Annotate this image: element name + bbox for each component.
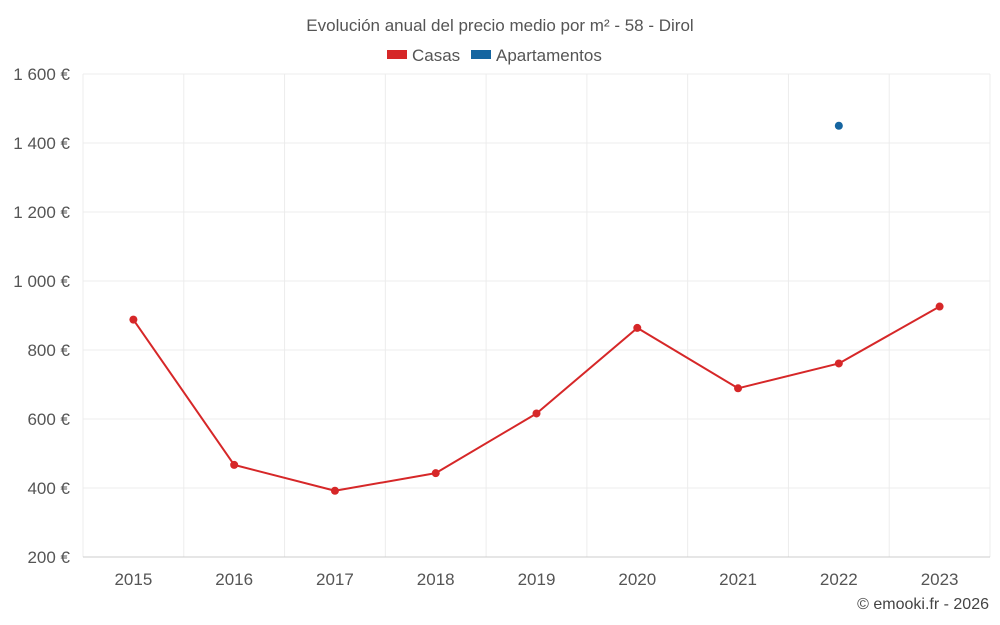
x-tick-label: 2017 (316, 570, 354, 589)
x-tick-label: 2015 (114, 570, 152, 589)
legend-label-casas: Casas (412, 46, 460, 65)
data-point-casas-2017[interactable] (330, 486, 339, 495)
series (129, 121, 944, 495)
grid (82, 73, 991, 557)
x-tick-label: 2018 (417, 570, 455, 589)
y-tick-label: 1 600 € (13, 65, 70, 84)
legend-swatch-apartamentos (471, 50, 491, 59)
x-axis-ticks: 2015 2016 2017 2018 2019 2020 2021 2022 2023 (114, 570, 958, 589)
data-point-casas-2023[interactable] (935, 302, 944, 311)
series-casas (129, 302, 944, 495)
x-tick-label: 2021 (719, 570, 757, 589)
data-point-apartamentos-2022[interactable] (834, 121, 843, 130)
credit-text: © emooki.fr - 2026 (857, 596, 989, 613)
legend-label-apartamentos: Apartamentos (496, 46, 602, 65)
series-line-casas (132, 305, 941, 492)
x-tick-label: 2020 (618, 570, 656, 589)
data-point-casas-2016[interactable] (230, 460, 239, 469)
legend: Casas Apartamentos (387, 46, 602, 65)
data-point-casas-2020[interactable] (633, 323, 642, 332)
data-point-casas-2018[interactable] (431, 469, 440, 478)
y-tick-label: 200 € (27, 548, 70, 567)
legend-item-casas[interactable]: Casas (387, 46, 460, 65)
x-tick-label: 2016 (215, 570, 253, 589)
x-tick-label: 2019 (518, 570, 556, 589)
x-tick-label: 2022 (820, 570, 858, 589)
y-axis-ticks: 200 € 400 € 600 € 800 € 1 000 € 1 200 € 1 400 … (13, 65, 70, 567)
legend-swatch-casas (387, 50, 407, 59)
y-tick-label: 1 000 € (13, 272, 70, 291)
series-apartamentos (834, 121, 843, 130)
x-tick-label: 2023 (921, 570, 959, 589)
chart-title: Evolución anual del precio medio por m² … (306, 16, 693, 35)
y-tick-label: 600 € (27, 410, 70, 429)
data-point-casas-2015[interactable] (129, 315, 138, 324)
y-tick-label: 800 € (27, 341, 70, 360)
legend-item-apartamentos[interactable]: Apartamentos (471, 46, 602, 65)
y-tick-label: 400 € (27, 479, 70, 498)
data-point-casas-2022[interactable] (834, 359, 843, 368)
y-tick-label: 1 200 € (13, 203, 70, 222)
y-tick-label: 1 400 € (13, 134, 70, 153)
data-point-casas-2021[interactable] (734, 384, 743, 393)
data-point-casas-2019[interactable] (532, 409, 541, 418)
